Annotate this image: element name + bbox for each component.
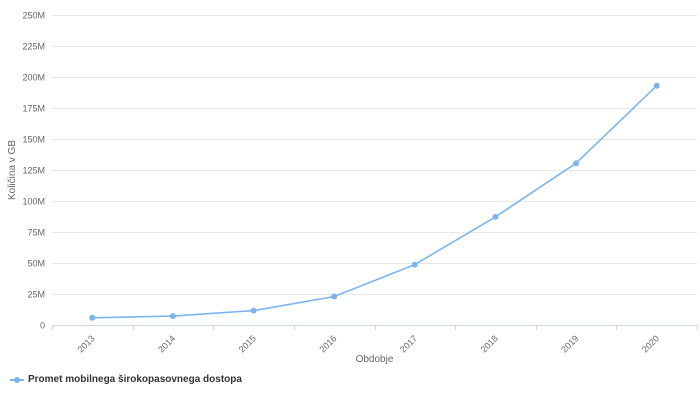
y-axis: 0 25M 50M 75M 100M 125M 150M 175M 200M 225M 250M: [22, 11, 45, 331]
x-tick-label: 2018: [479, 333, 500, 354]
data-point[interactable]: [169, 313, 176, 320]
x-tick-label: 2014: [156, 333, 177, 354]
y-tick-label: 0: [40, 321, 45, 331]
data-point[interactable]: [89, 314, 96, 321]
y-tick-label: 250M: [22, 11, 45, 21]
data-point[interactable]: [411, 261, 418, 268]
y-tick-label: 100M: [22, 197, 45, 207]
data-point[interactable]: [653, 82, 660, 89]
y-tick-label: 25M: [27, 290, 45, 300]
data-point[interactable]: [573, 160, 580, 167]
y-tick-label: 125M: [22, 166, 45, 176]
x-tick-label: 2020: [640, 333, 661, 354]
y-tick-label: 175M: [22, 104, 45, 114]
y-tick-label: 75M: [27, 228, 45, 238]
data-point[interactable]: [331, 293, 338, 300]
legend-item[interactable]: Promet mobilnega širokopasovnega dostopa: [10, 374, 242, 385]
grid: [52, 15, 697, 326]
legend-symbol-icon: [10, 375, 24, 385]
x-axis-title: Obdobje: [356, 354, 394, 365]
y-axis-title: Količina v GB: [7, 140, 18, 200]
y-tick-label: 225M: [22, 42, 45, 52]
series-line: [91, 84, 658, 319]
y-tick-label: 200M: [22, 73, 45, 83]
x-tick-label: 2019: [559, 333, 580, 354]
legend-label: Promet mobilnega širokopasovnega dostopa: [28, 374, 242, 385]
series: [89, 82, 660, 321]
x-tick-label: 2015: [237, 333, 258, 354]
y-tick-label: 50M: [27, 259, 45, 269]
data-point[interactable]: [492, 213, 499, 220]
x-axis: 2013 2014 2015 2016 2017 2018 2019 2020: [52, 325, 698, 355]
x-tick-label: 2016: [317, 333, 338, 354]
y-tick-label: 150M: [22, 135, 45, 145]
x-tick-label: 2013: [75, 333, 96, 354]
x-tick-label: 2017: [398, 333, 419, 354]
data-point[interactable]: [250, 307, 257, 314]
